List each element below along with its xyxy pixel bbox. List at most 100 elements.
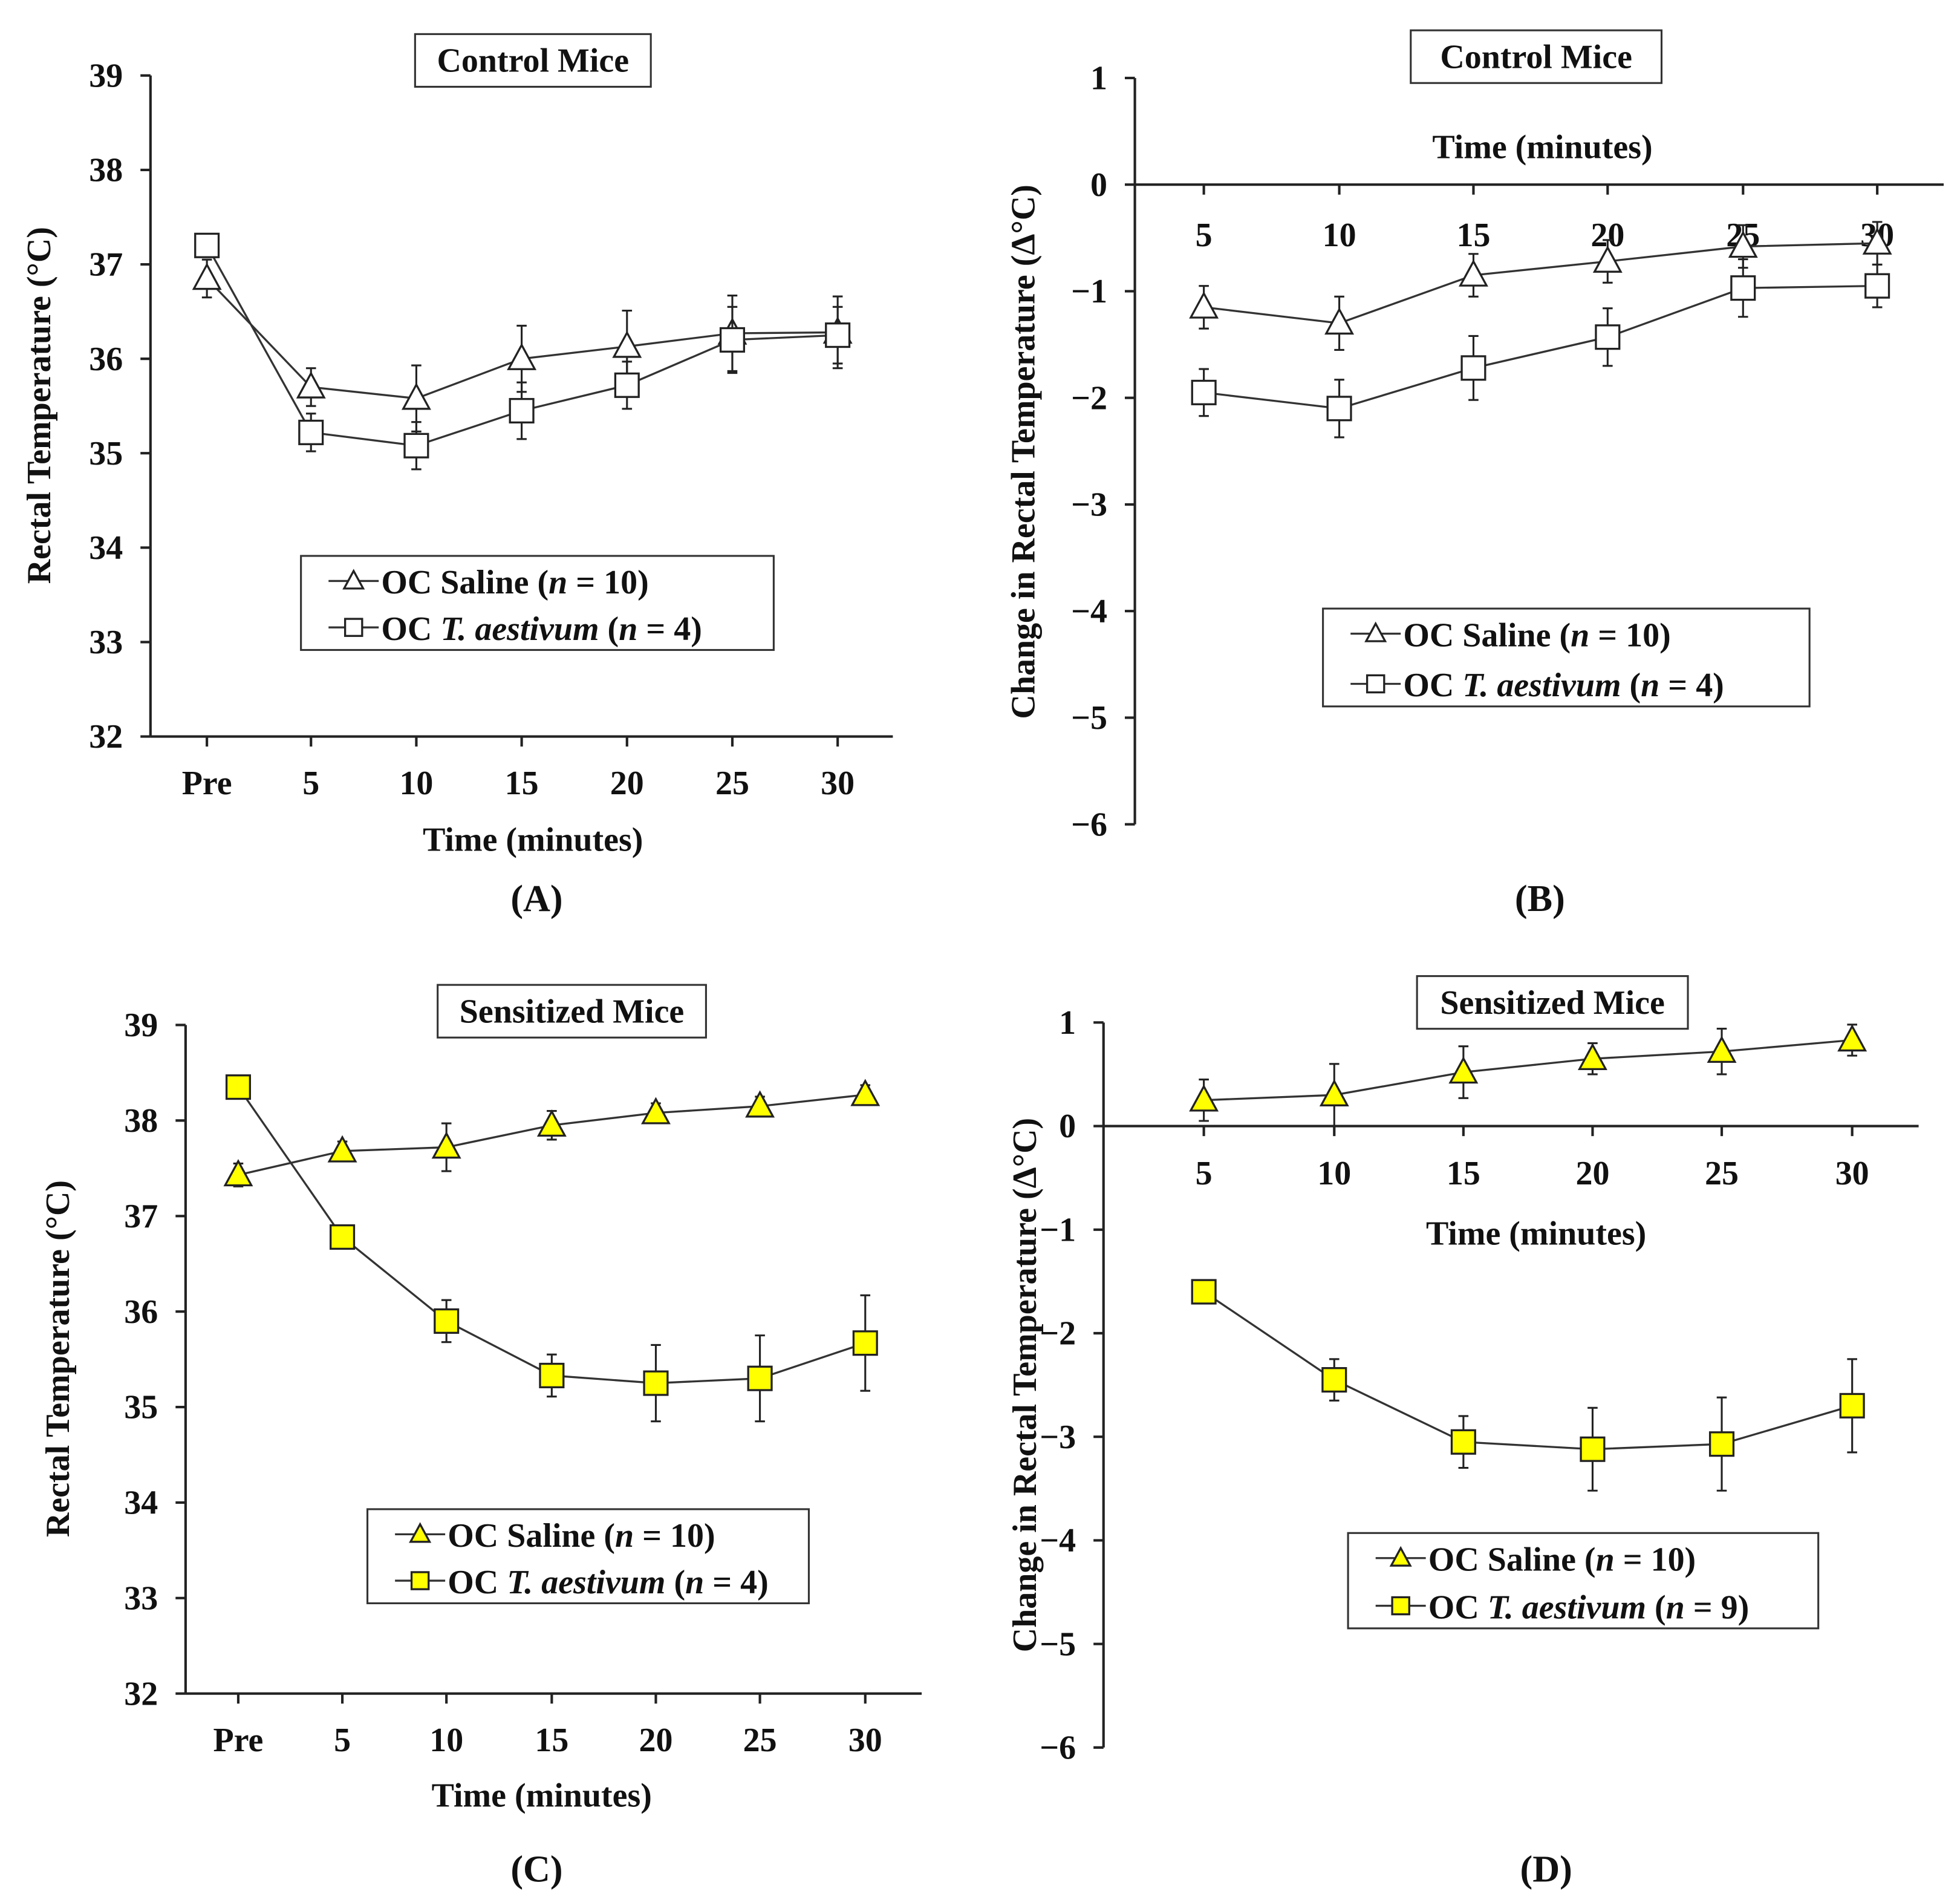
- y-tick-label: 39: [89, 57, 123, 94]
- series-saline: [1189, 1024, 1867, 1128]
- y-axis-label: Rectal Temperature (°C): [21, 227, 58, 584]
- data-point: [1458, 259, 1488, 287]
- y-tick-label: 33: [124, 1579, 158, 1617]
- data-point: [536, 1109, 567, 1137]
- triangle-marker-icon: [1389, 1546, 1412, 1567]
- data-point: [431, 1131, 461, 1159]
- x-tick-label: 20: [639, 1722, 672, 1759]
- data-point: [1189, 291, 1219, 319]
- x-axis-label: Time (minutes): [423, 821, 643, 858]
- x-tick-label: 15: [535, 1722, 568, 1759]
- x-tick-label: 15: [1456, 217, 1490, 254]
- legend-label: OC T. aestivum (n = 9): [1428, 1588, 1749, 1626]
- data-point: [1837, 1024, 1867, 1052]
- data-point: [507, 342, 537, 370]
- data-point: [194, 232, 220, 258]
- data-point: [1460, 355, 1486, 381]
- y-tick-label: 1: [1090, 60, 1107, 97]
- x-tick-label: 30: [848, 1722, 882, 1759]
- y-tick-label: −3: [1040, 1419, 1076, 1456]
- x-tick-label: 30: [1835, 1155, 1869, 1192]
- legend-label: OC T. aestivum (n = 4): [1403, 667, 1724, 704]
- chart-title: Sensitized Mice: [1440, 984, 1664, 1022]
- data-point: [1324, 307, 1355, 335]
- y-tick-label: 32: [89, 718, 123, 756]
- chart-panel-c: 32 33 34 35 36 37 38 39 Pre 5 10 15 20 25 30 Time (minu…: [39, 984, 922, 1890]
- y-axis-label: Rectal Temperature (°C): [39, 1180, 77, 1537]
- x-tick-label: 10: [1317, 1155, 1351, 1192]
- data-point: [1448, 1056, 1479, 1084]
- series-saline: [1189, 221, 1892, 351]
- y-tick-label: −4: [1071, 593, 1107, 630]
- data-point: [327, 1135, 357, 1163]
- x-tick-label: 25: [743, 1722, 777, 1759]
- triangle-marker-icon: [409, 1522, 432, 1543]
- data-point: [1577, 1042, 1607, 1071]
- y-tick-label: 38: [124, 1102, 158, 1140]
- data-point: [401, 382, 431, 410]
- x-tick-label: 15: [1447, 1155, 1480, 1192]
- y-tick-label: 38: [89, 152, 123, 189]
- y-tick-label: 34: [89, 529, 123, 567]
- y-tick-label: 35: [89, 435, 123, 472]
- data-point: [1728, 230, 1758, 258]
- data-point: [612, 330, 642, 358]
- data-point: [850, 1079, 881, 1106]
- y-tick-label: −6: [1071, 806, 1107, 843]
- data-point: [1595, 324, 1621, 350]
- x-tick-label: 25: [715, 765, 749, 802]
- y-tick-label: 35: [124, 1389, 158, 1426]
- legend-box: [366, 1508, 810, 1604]
- x-tick-label: 30: [821, 765, 855, 802]
- data-point: [719, 327, 746, 353]
- square-marker-icon: [343, 618, 363, 637]
- legend-label: OC T. aestivum (n = 4): [448, 1564, 768, 1601]
- x-tick-label: Pre: [213, 1722, 264, 1759]
- chart-panel-a: 32 33 34 35 36 37 38 39 Pre 5 10 15 20 25 30 Time (minu…: [21, 33, 893, 919]
- series-line: [1203, 242, 1878, 325]
- data-point: [330, 1224, 356, 1250]
- data-point: [1839, 1393, 1865, 1419]
- series-line: [1203, 1039, 1852, 1102]
- series-t-aestivum: [1191, 258, 1890, 439]
- data-point: [509, 397, 535, 424]
- data-point: [1191, 1279, 1217, 1305]
- panel-label: (B): [1515, 878, 1565, 919]
- y-tick-label: 33: [89, 624, 123, 661]
- data-point: [643, 1370, 669, 1396]
- legend: OC Saline (n = 10) OC T. aestivum (n = 9): [1347, 1532, 1820, 1630]
- data-point: [1580, 1436, 1606, 1462]
- legend-label: OC Saline (n = 10): [1403, 616, 1670, 654]
- legend: OC Saline (n = 10) OC T. aestivum (n = 4): [1322, 607, 1811, 708]
- y-tick-label: 0: [1059, 1108, 1076, 1145]
- legend-box: [1322, 607, 1811, 708]
- square-marker-icon: [1366, 674, 1385, 694]
- x-tick-label: 20: [610, 765, 644, 802]
- series-saline: [223, 1079, 881, 1187]
- y-tick-label: −1: [1040, 1211, 1076, 1249]
- data-point: [1708, 1431, 1735, 1457]
- y-tick-label: −5: [1071, 699, 1107, 737]
- x-tick-label: 10: [399, 765, 433, 802]
- x-tick-label: 10: [1323, 217, 1356, 254]
- x-tick-label: 5: [1196, 217, 1213, 254]
- data-point: [192, 263, 222, 290]
- triangle-marker-icon: [1364, 621, 1387, 642]
- legend-box: [1347, 1532, 1820, 1630]
- y-tick-label: 1: [1059, 1004, 1076, 1042]
- x-axis-label: Time (minutes): [1432, 129, 1652, 166]
- data-point: [1189, 1084, 1219, 1112]
- data-point: [225, 1074, 252, 1100]
- y-axis-label: Change in Rectal Temperature (Δ°C): [1006, 1118, 1044, 1652]
- data-point: [298, 419, 324, 445]
- legend-label: OC Saline (n = 10): [448, 1517, 715, 1555]
- data-point: [1730, 275, 1756, 301]
- legend-label: OC Saline (n = 10): [1428, 1541, 1696, 1578]
- square-marker-icon: [1391, 1596, 1410, 1616]
- x-tick-label: 5: [302, 765, 319, 802]
- data-point: [1707, 1035, 1737, 1063]
- x-axis-label: Time (minutes): [1426, 1215, 1646, 1252]
- chart-title: Sensitized Mice: [460, 993, 684, 1030]
